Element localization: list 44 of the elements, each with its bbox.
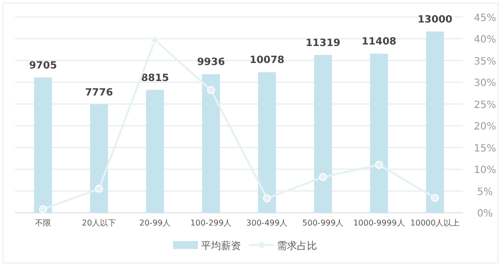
data-label: 9936 [197, 57, 225, 68]
y2-tick-label: 0% [477, 208, 493, 220]
point [375, 160, 383, 169]
x-tick-label: 20人以下 [82, 218, 116, 228]
bar [202, 74, 220, 213]
y2-tick-label: 45% [474, 13, 496, 24]
x-tick-label: 10000人以上 [410, 218, 460, 228]
y2-tick-label: 40% [474, 34, 496, 46]
x-tick-label: 1000-9999人 [353, 218, 405, 228]
y2-tick-label: 30% [474, 78, 496, 90]
y2-tick-label: 20% [474, 122, 496, 133]
x-tick-label: 100-299人 [190, 218, 232, 228]
x-tick-label: 500-999人 [302, 218, 344, 228]
point [151, 36, 159, 44]
bar [146, 90, 164, 213]
data-label: 13000 [418, 14, 452, 26]
bar [314, 54, 332, 213]
point [263, 194, 271, 202]
y2-tick-label: 10% [474, 165, 496, 176]
point [95, 184, 103, 193]
y2-tick-label: 35% [474, 56, 496, 68]
data-label: 10078 [250, 55, 284, 66]
point [207, 86, 215, 94]
x-tick-label: 300-499人 [246, 218, 288, 228]
data-label: 8815 [141, 72, 169, 84]
y2-tick-label: 5% [477, 186, 493, 198]
y2-tick-label: 15% [474, 143, 496, 154]
legend-label: 平均薪资 [201, 240, 241, 252]
data-label: 11408 [362, 36, 396, 48]
data-label: 9705 [29, 60, 57, 72]
bar [370, 54, 388, 213]
data-label: 7776 [85, 87, 113, 98]
legend-label: 需求占比 [277, 240, 317, 252]
point [431, 194, 439, 202]
point [319, 173, 327, 182]
y2-tick-label: 25% [474, 100, 496, 111]
x-tick-label: 20-99人 [139, 218, 171, 228]
bar [258, 72, 276, 213]
bar [90, 104, 108, 213]
data-label: 11319 [306, 38, 340, 49]
bar [426, 31, 444, 213]
bar [34, 77, 52, 213]
point [39, 205, 47, 214]
x-tick-label: 不限 [35, 218, 51, 228]
